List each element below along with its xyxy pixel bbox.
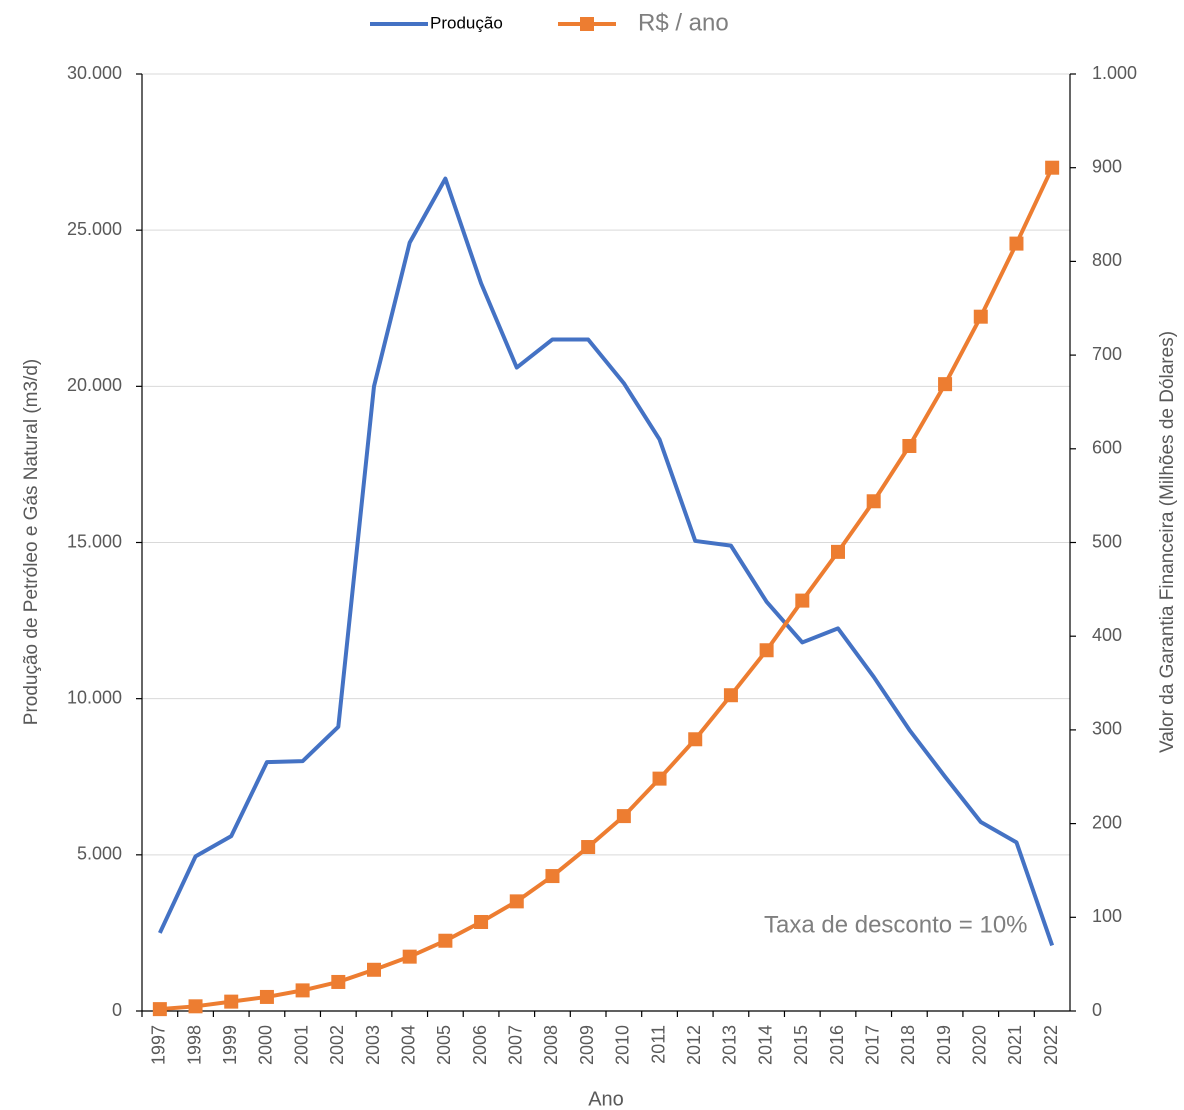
x-tick-label: 2021: [1005, 1025, 1025, 1065]
x-tick-label: 1998: [184, 1025, 204, 1065]
marker: [259, 989, 274, 1004]
y-tick-label: 15.000: [67, 531, 122, 551]
y2-tick-label: 200: [1092, 812, 1122, 832]
marker: [616, 809, 631, 824]
x-tick-label: 2003: [363, 1025, 383, 1065]
x-tick-label: 2017: [862, 1025, 882, 1065]
x-tick-label: 2005: [434, 1025, 454, 1065]
y2-tick-label: 800: [1092, 250, 1122, 270]
marker: [152, 1002, 167, 1017]
legend-marker: [580, 17, 594, 31]
marker: [402, 949, 417, 964]
x-tick-label: 2013: [720, 1025, 740, 1065]
x-tick-label: 2002: [327, 1025, 347, 1065]
marker: [759, 643, 774, 658]
marker: [795, 593, 810, 608]
marker: [331, 974, 346, 989]
y-tick-label: 0: [112, 1000, 122, 1020]
marker: [902, 438, 917, 453]
legend-label: R$ / ano: [638, 9, 729, 36]
y-tick-label: 5.000: [77, 844, 122, 864]
marker: [509, 894, 524, 909]
marker: [474, 914, 489, 929]
x-tick-label: 2001: [291, 1025, 311, 1065]
x-tick-label: 2008: [541, 1025, 561, 1065]
x-tick-label: 2000: [256, 1025, 276, 1065]
y2-tick-label: 900: [1092, 156, 1122, 176]
marker: [224, 994, 239, 1009]
series-line: [159, 166, 1054, 1012]
marker: [545, 869, 560, 884]
marker: [438, 933, 453, 948]
y-axis-label: Produção de Petróleo e Gás Natural (m3/d…: [21, 359, 42, 725]
x-tick-label: 1997: [149, 1025, 169, 1065]
x-tick-label: 2016: [827, 1025, 847, 1065]
x-tick-label: 2014: [755, 1025, 775, 1065]
x-tick-label: 2007: [506, 1025, 526, 1065]
marker: [1045, 160, 1060, 175]
marker: [831, 544, 845, 559]
marker: [866, 494, 881, 509]
marker: [938, 377, 953, 392]
x-tick-label: 2011: [648, 1025, 668, 1064]
legend-label: Produção: [430, 13, 503, 32]
x-tick-label: 2012: [684, 1025, 704, 1065]
x-tick-label: 2022: [1041, 1025, 1061, 1065]
y2-tick-label: 300: [1092, 719, 1122, 739]
y2-tick-label: 100: [1092, 906, 1122, 926]
y2-tick-label: 1.000: [1092, 63, 1137, 83]
x-tick-label: 2004: [398, 1025, 418, 1065]
series-line: [158, 176, 1055, 947]
x-tick-label: 2019: [934, 1025, 954, 1065]
x-tick-label: 2010: [613, 1025, 633, 1065]
y-tick-label: 30.000: [67, 63, 122, 83]
y2-tick-label: 500: [1092, 531, 1122, 551]
marker: [1009, 236, 1024, 251]
marker: [652, 771, 667, 786]
x-tick-label: 1999: [220, 1025, 240, 1065]
marker: [581, 840, 596, 855]
y-tick-label: 20.000: [67, 375, 122, 395]
y2-tick-label: 700: [1092, 344, 1122, 364]
y-tick-label: 10.000: [67, 687, 122, 707]
x-tick-label: 2018: [898, 1025, 918, 1065]
annotation: Taxa de desconto = 10%: [764, 911, 1028, 938]
x-tick-label: 2020: [970, 1025, 990, 1065]
y2-tick-label: 400: [1092, 625, 1122, 645]
marker: [973, 309, 988, 324]
y-tick-label: 25.000: [67, 219, 122, 239]
x-axis-label: Ano: [588, 1088, 624, 1110]
y2-tick-label: 600: [1092, 438, 1122, 458]
marker: [295, 983, 310, 998]
marker: [367, 962, 381, 977]
x-tick-label: 2006: [470, 1025, 490, 1065]
y2-axis-label: Valor da Garantia Financeira (Milhões de…: [1157, 331, 1178, 753]
x-tick-label: 2015: [791, 1025, 811, 1065]
marker: [723, 688, 738, 703]
marker: [688, 732, 703, 747]
marker: [188, 999, 203, 1014]
x-tick-label: 2009: [577, 1025, 597, 1065]
y2-tick-label: 0: [1092, 1000, 1102, 1020]
